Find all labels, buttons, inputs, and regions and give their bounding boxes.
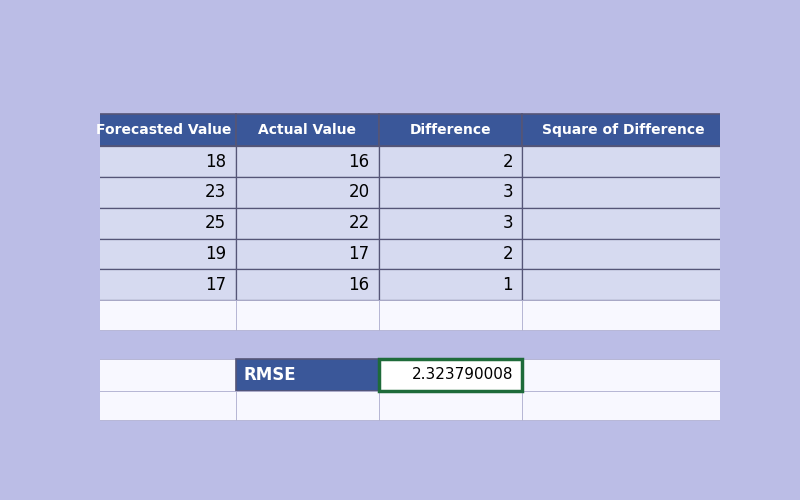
- Text: Square of Difference: Square of Difference: [542, 123, 705, 137]
- Bar: [522, 177, 724, 208]
- Text: 2: 2: [502, 152, 513, 170]
- Bar: [92, 146, 236, 177]
- Bar: [522, 146, 724, 177]
- Text: 2: 2: [502, 245, 513, 263]
- Text: 18: 18: [205, 152, 226, 170]
- Text: 16: 16: [349, 276, 370, 294]
- Bar: [92, 359, 236, 391]
- Text: 3: 3: [502, 214, 513, 232]
- Bar: [236, 359, 379, 391]
- Text: 16: 16: [349, 152, 370, 170]
- Bar: [379, 359, 522, 391]
- Bar: [236, 177, 379, 208]
- Bar: [92, 391, 236, 420]
- Bar: [379, 114, 522, 146]
- Bar: [236, 270, 379, 300]
- Bar: [522, 238, 724, 270]
- Text: 3: 3: [502, 184, 513, 202]
- Bar: [236, 359, 379, 388]
- Bar: [236, 300, 379, 330]
- Bar: [92, 114, 236, 146]
- Bar: [522, 270, 724, 300]
- Bar: [236, 114, 379, 146]
- Text: 17: 17: [349, 245, 370, 263]
- Bar: [92, 238, 236, 270]
- Text: Actual Value: Actual Value: [258, 123, 356, 137]
- Bar: [522, 359, 724, 388]
- Bar: [236, 146, 379, 177]
- Text: 22: 22: [349, 214, 370, 232]
- Text: 1: 1: [502, 276, 513, 294]
- Bar: [236, 238, 379, 270]
- Bar: [92, 177, 236, 208]
- Bar: [379, 208, 522, 238]
- Text: 25: 25: [205, 214, 226, 232]
- Bar: [379, 359, 522, 388]
- Bar: [379, 300, 522, 330]
- Bar: [522, 208, 724, 238]
- Bar: [522, 359, 724, 391]
- Bar: [92, 270, 236, 300]
- Bar: [92, 359, 236, 388]
- Bar: [522, 391, 724, 420]
- Bar: [522, 300, 724, 330]
- Bar: [379, 146, 522, 177]
- Text: Forecasted Value: Forecasted Value: [96, 123, 232, 137]
- Bar: [379, 238, 522, 270]
- Bar: [236, 208, 379, 238]
- Bar: [92, 208, 236, 238]
- Text: RMSE: RMSE: [243, 366, 296, 384]
- Text: 17: 17: [205, 276, 226, 294]
- Text: 2.323790008: 2.323790008: [411, 368, 513, 382]
- Bar: [92, 300, 236, 330]
- Text: 20: 20: [349, 184, 370, 202]
- Text: Difference: Difference: [410, 123, 491, 137]
- Bar: [522, 114, 724, 146]
- Bar: [379, 391, 522, 420]
- Text: 23: 23: [205, 184, 226, 202]
- Text: 19: 19: [205, 245, 226, 263]
- Bar: [379, 270, 522, 300]
- Bar: [236, 391, 379, 420]
- Bar: [379, 177, 522, 208]
